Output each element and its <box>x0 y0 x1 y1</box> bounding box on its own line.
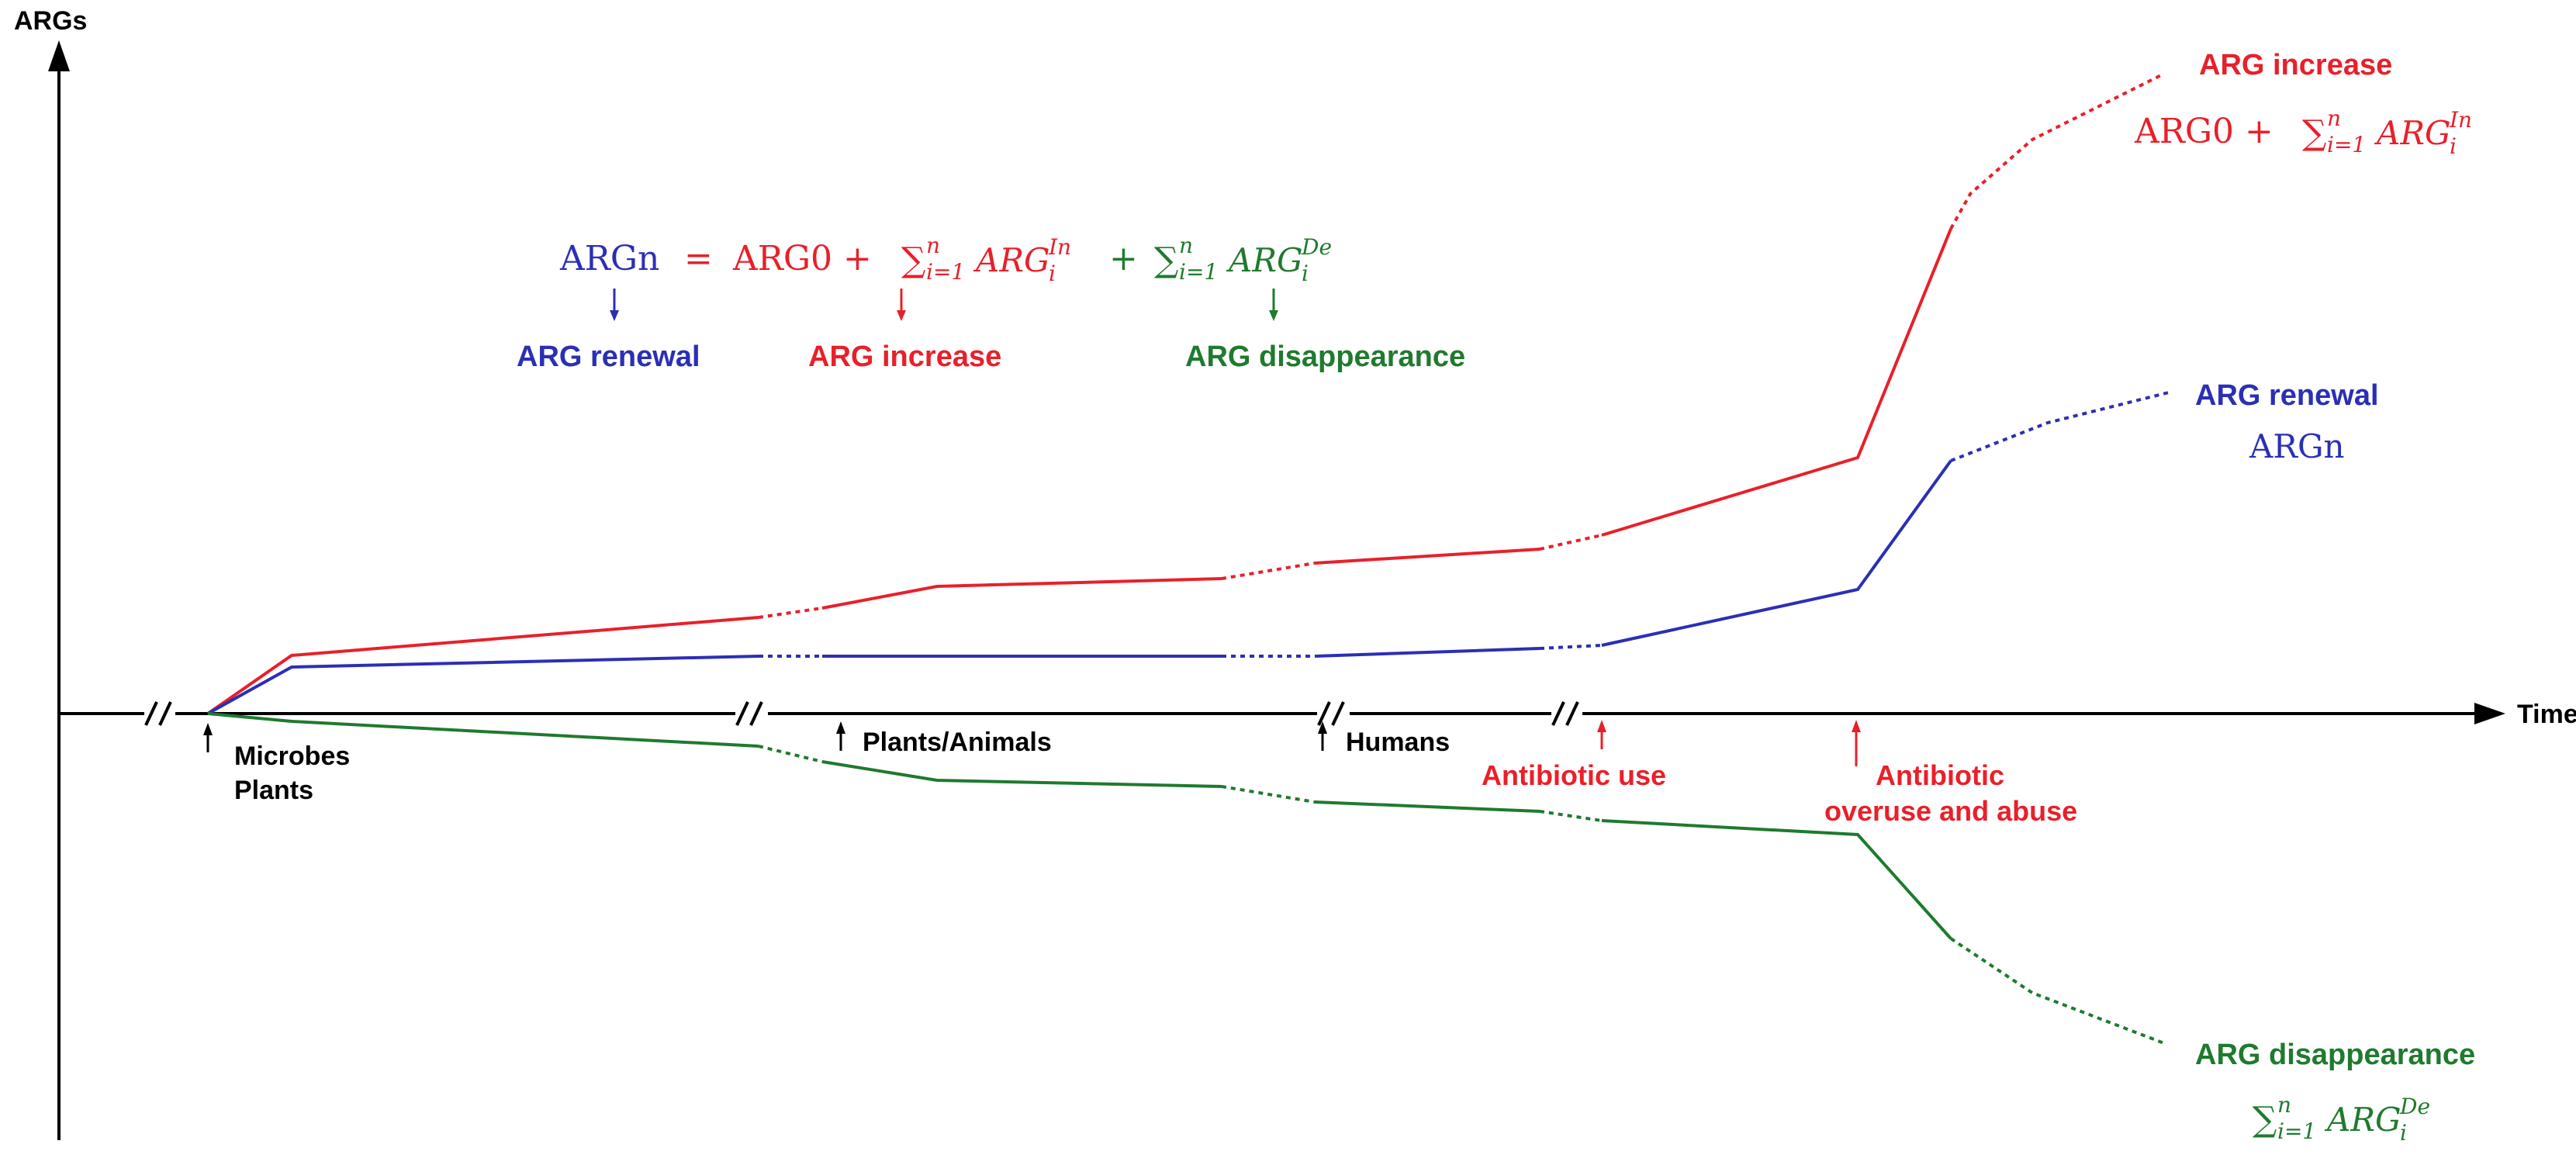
equation-sum-de-body: ARG <box>1226 241 1303 279</box>
time-node-3-label: Humans <box>1346 728 1450 757</box>
label-arg-renewal-formula: ARGn <box>2249 427 2345 465</box>
equation-sum-in-subscript: i <box>1049 261 1056 286</box>
equation-sum-in-superscript: In <box>1048 234 1071 260</box>
equation-sum-in-body: ARG <box>973 241 1050 279</box>
time-node-2-label: Plants/Animals <box>863 728 1052 757</box>
x-axis: Time node <box>59 700 2576 729</box>
label-arg-disappearance: ARG disappearance ∑ n i=1 ARG De i <box>2195 1039 2475 1146</box>
equation: ARGn = ARG0 + ∑ n i=1 ARG In i + ∑ n i=1… <box>517 233 1465 373</box>
label-arg-increase-sum-upper: n <box>2327 105 2341 131</box>
axis-break-3 <box>1317 701 1345 726</box>
equation-arrow-disappearance <box>1269 289 1278 321</box>
equation-plus: + <box>1109 239 1138 278</box>
label-arg-disappearance-sum-lower: i=1 <box>2277 1118 2316 1144</box>
axis-break-4 <box>1551 701 1579 726</box>
time-node-2: Plants/Animals <box>836 721 1052 757</box>
label-arg-increase-superscript: In <box>2449 107 2472 133</box>
label-arg-disappearance-sum-upper: n <box>2277 1092 2291 1118</box>
equation-sum-de-symbol: ∑ <box>1154 240 1178 280</box>
equation-equals: = <box>684 239 713 278</box>
equation-label-increase: ARG increase <box>808 341 1001 373</box>
equation-sum-de-superscript: De <box>1301 234 1332 260</box>
label-arg-disappearance-subscript: i <box>2400 1120 2407 1146</box>
axis-break-2 <box>735 701 763 726</box>
series-arg-renewal <box>207 390 2173 715</box>
series-arg-increase <box>206 72 2165 715</box>
label-arg-increase: ARG increase ARG0 + ∑ n i=1 ARG In i <box>2134 49 2472 159</box>
equation-sum-de-upper: n <box>1179 233 1193 258</box>
axis-break-1 <box>144 701 172 726</box>
label-arg-disappearance-sum-symbol: ∑ <box>2253 1100 2277 1139</box>
label-arg-disappearance-sum-body: ARG <box>2324 1101 2401 1139</box>
axis-breaks <box>144 701 1579 726</box>
time-node-4: Antibiotic use <box>1482 720 1666 791</box>
label-arg-increase-sum-symbol: ∑ <box>2302 113 2326 153</box>
time-node-3: Humans <box>1318 721 1450 757</box>
equation-sum-in-lower: i=1 <box>926 259 965 285</box>
equation-lhs: ARGn <box>559 239 659 278</box>
equation-sum-de-lower: i=1 <box>1179 259 1218 285</box>
time-node-4-label: Antibiotic use <box>1482 759 1666 791</box>
time-node-5-line2: overuse and abuse <box>1824 795 2077 827</box>
label-arg-disappearance-superscript: De <box>2399 1094 2430 1119</box>
y-axis: ARGs <box>14 6 87 1140</box>
label-arg-disappearance-title: ARG disappearance <box>2195 1039 2475 1071</box>
equation-term0: ARG0 + <box>732 239 872 278</box>
equation-arrow-increase <box>897 289 906 321</box>
equation-label-disappearance: ARG disappearance <box>1185 341 1465 373</box>
label-arg-increase-sum-lower: i=1 <box>2327 132 2366 157</box>
time-node-5: Antibiotic overuse and abuse <box>1824 720 2077 827</box>
label-arg-increase-sum-body: ARG <box>2374 114 2451 152</box>
label-arg-renewal: ARG renewal ARGn <box>2195 379 2379 465</box>
label-arg-increase-title: ARG increase <box>2199 49 2392 81</box>
time-node-1-line1: Microbes <box>234 742 350 771</box>
equation-sum-in-symbol: ∑ <box>901 240 925 280</box>
x-axis-label: Time node <box>2517 700 2576 729</box>
equation-sum-de-subscript: i <box>1302 261 1309 286</box>
equation-label-renewal: ARG renewal <box>517 341 700 373</box>
time-node-5-line1: Antibiotic <box>1876 759 2004 791</box>
time-node-1-line2: Plants <box>234 776 313 805</box>
y-axis-label: ARGs <box>14 6 87 36</box>
series-arg-disappearance <box>207 712 2165 1045</box>
label-arg-increase-subscript: i <box>2450 133 2457 159</box>
time-node-1: Microbes Plants <box>203 723 350 805</box>
equation-sum-in-upper: n <box>926 233 940 258</box>
label-arg-renewal-title: ARG renewal <box>2195 379 2379 412</box>
label-arg-increase-base: ARG0 + <box>2134 112 2273 151</box>
equation-arrow-renewal <box>610 289 619 321</box>
